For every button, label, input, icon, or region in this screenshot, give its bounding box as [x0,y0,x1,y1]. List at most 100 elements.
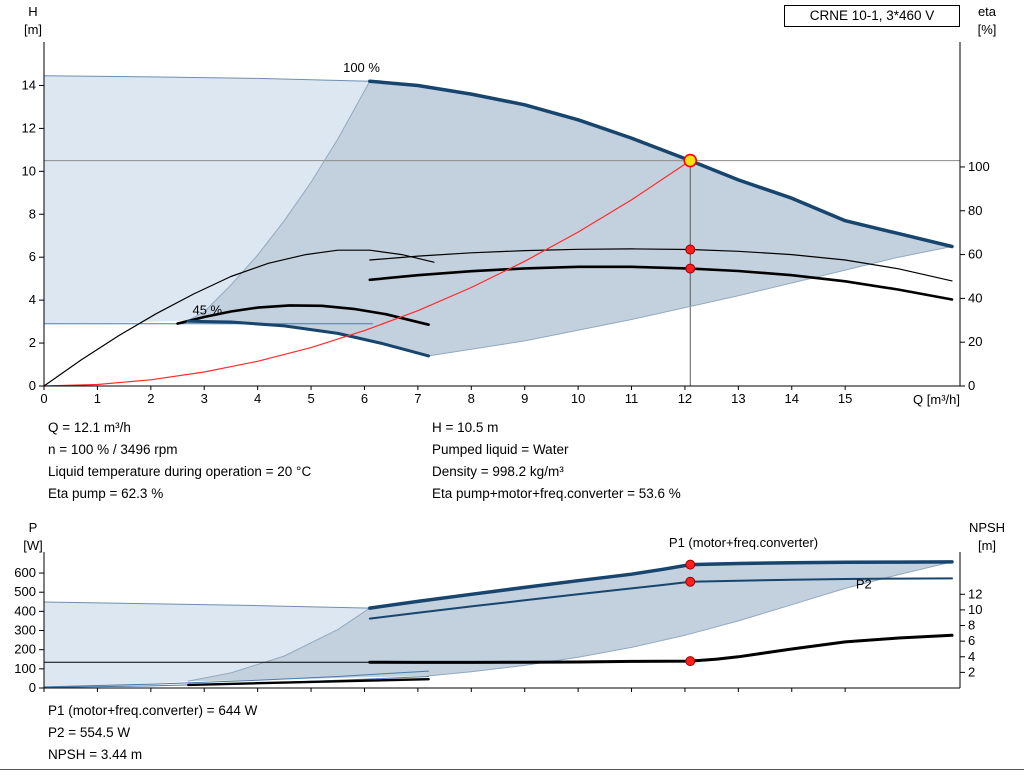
x-tick-label: 6 [361,391,368,406]
x-tick-label: 9 [521,391,528,406]
pump-curve-100 [368,79,954,249]
y-tick-right-label: 40 [968,290,982,305]
power-envelope-light [44,602,370,688]
info-line-flow: Q = 12.1 m³/h [48,420,131,435]
x-tick-label: 2 [147,391,154,406]
x-tick-label: 10 [571,391,585,406]
envelope-top-edge [43,75,371,82]
x-tick-label: 11 [625,391,639,406]
y-tick-left-label: 0 [29,680,36,695]
y-axis-right-title: NPSH [969,520,1005,535]
x-axis-title: Q [m³/h] [913,392,960,407]
y-tick-left-label: 2 [29,335,36,350]
y-tick-right-label: 100 [968,159,990,174]
y-tick-right-label: 6 [968,633,975,648]
duty-info-right: H = 10.5 m Pumped liquid = Water Density… [432,417,681,505]
p1-curve-reduced [43,670,430,688]
info-line-temperature: Liquid temperature during operation = 20… [48,464,312,479]
max-flow-limit-line [428,561,953,677]
y-axis-left-title: P [29,520,38,535]
info-line-eta-pump: Eta pump = 62.3 % [48,486,164,501]
info-line-head: H = 10.5 m [432,420,499,435]
y-axis-right-title: [m] [978,538,996,553]
y-axis-left-title: [W] [23,538,43,553]
y-axis-left-title: H [28,4,37,19]
speed-45-label: 45 % [192,303,222,318]
eta-total-duty-marker [685,263,696,274]
y-tick-left-label: 200 [14,642,36,657]
control-curve [43,160,691,387]
x-tick-label: 4 [254,391,261,406]
info-line-p1: P1 (motor+freq.converter) = 644 W [48,703,258,718]
y-tick-right-label: 80 [968,203,982,218]
min-flow-limit-line [187,80,371,321]
pump-curve-45 [186,319,431,358]
y-tick-right-label: 12 [968,586,982,601]
x-tick-label: 1 [94,391,101,406]
x-tick-label: 15 [838,391,852,406]
y-tick-right-label: 60 [968,247,982,262]
y-tick-left-label: 100 [14,661,36,676]
power-envelope [188,561,952,682]
p1-label: P1 (motor+freq.converter) [669,535,818,550]
p1-duty-marker [685,559,696,570]
y-tick-left-label: 6 [29,249,36,264]
info-line-liquid: Pumped liquid = Water [432,442,569,457]
qh-curve-chart: 0 1 2 3 4 5 6 7 8 9 10 11 12 13 14 15 0 2 4 6 8 10 12 14 0 20 40 60… [22,4,997,407]
y-tick-left-label: 14 [22,77,36,92]
power-npsh-chart: 0 100 200 300 400 500 600 2 4 6 8 10 12 P [W] NPSH [m] P1… [0,518,1024,723]
power-info: P1 (motor+freq.converter) = 644 W P2 = 5… [48,700,257,766]
qh-curve-svg: 0 1 2 3 4 5 6 7 8 9 10 11 12 13 14 15024681012140204060… [22,4,997,407]
y-tick-left-label: 600 [14,565,36,580]
info-line-speed: n = 100 % / 3496 rpm [48,442,178,457]
x-tick-label: 0 [40,391,47,406]
eta-total-curve [368,265,954,301]
y-tick-right-label: 0 [968,378,975,393]
info-line-density: Density = 998.2 kg/m³ [432,464,564,479]
npsh-curve-reduced [187,678,430,687]
y-tick-right-label: 8 [968,618,975,633]
y-tick-left-label: 8 [29,206,36,221]
eta-pump-duty-marker [685,244,696,255]
y-axis-left-title: [m] [24,22,42,37]
y-axis-right-title: [%] [978,22,997,37]
p2-curve [368,577,953,620]
operating-envelope-light [44,75,370,324]
x-tick-label: 3 [201,391,208,406]
info-line-eta-total: Eta pump+motor+freq.converter = 53.6 % [432,486,681,501]
y-tick-right-label: 10 [968,602,982,617]
y-tick-left-label: 4 [29,292,36,307]
x-tick-label: 7 [414,391,421,406]
bottom-divider [0,769,1024,770]
info-line-npsh: NPSH = 3.44 m [48,747,143,762]
x-tick-label: 14 [785,391,799,406]
npsh-curve [368,633,954,664]
y-tick-left-label: 10 [22,163,36,178]
envelope-top-edge [43,601,371,609]
y-axis-right-title: eta [978,4,997,19]
y-tick-left-label: 12 [22,120,36,135]
pump-type-label: CRNE 10-1, 3*460 V [784,5,960,27]
info-line-p2: P2 = 554.5 W [48,725,131,740]
max-flow-limit-line [428,246,953,357]
p2-duty-marker [685,576,696,587]
y-tick-left-label: 400 [14,603,36,618]
y-tick-left-label: 300 [14,623,36,638]
duty-point-marker [683,153,698,168]
p1-curve [368,560,954,610]
x-tick-label: 13 [731,391,745,406]
x-tick-label: 8 [468,391,475,406]
p2-label: P2 [856,576,872,591]
eta-pump-curve [369,248,953,282]
speed-100-label: 100 % [343,60,380,75]
npsh-duty-marker [685,656,696,667]
x-tick-label: 12 [678,391,692,406]
duty-info-left: Q = 12.1 m³/h n = 100 % / 3496 rpm Liqui… [48,417,311,505]
y-tick-left-label: 0 [29,378,36,393]
y-tick-right-label: 4 [968,649,975,664]
eta-pump-curve-reduced [43,249,435,387]
operating-envelope [188,81,952,356]
y-tick-left-label: 500 [14,584,36,599]
y-tick-right-label: 20 [968,334,982,349]
